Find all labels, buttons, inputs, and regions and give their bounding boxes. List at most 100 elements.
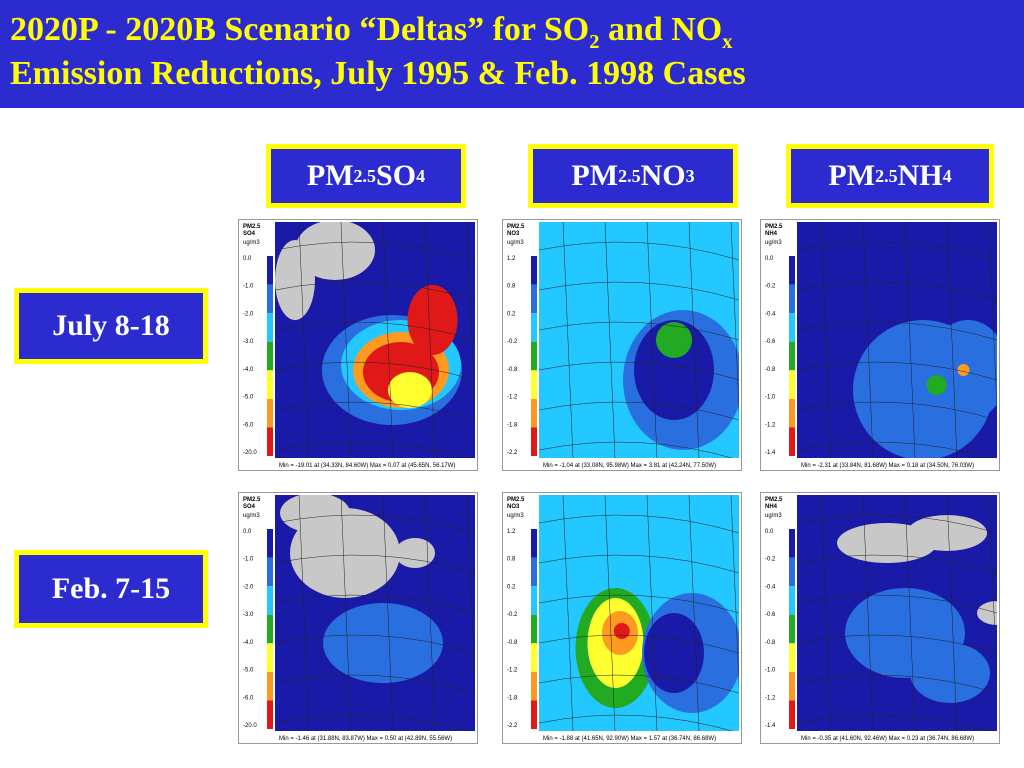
map-boundary-line (797, 281, 997, 301)
map-boundary-line (797, 674, 997, 694)
map-boundary-line (539, 514, 739, 534)
legend-color-swatch (789, 614, 795, 644)
legend-tick-label: -0.4 (765, 311, 776, 317)
map-boundary-line (539, 441, 733, 458)
legend-tick-label: -1.2 (507, 668, 518, 674)
legend-color-swatch (267, 557, 273, 587)
map-boundary-line (275, 441, 469, 458)
map-boundary-line (820, 495, 832, 731)
legend-color-swatch (267, 586, 273, 615)
map-boundary-line (688, 222, 700, 458)
legend-color-swatch (789, 398, 795, 428)
map-boundary-line (424, 495, 436, 731)
legend-tick-label: 0.0 (765, 529, 774, 535)
legend-tick-label: -1.8 (507, 695, 518, 701)
map-boundary-line (539, 594, 739, 614)
legend-species-label: PM2.5 (765, 224, 783, 230)
no-data-region (295, 222, 375, 280)
map-july-nh4: PM2.5 NH4 ug/m3 0.0 -0.2 -0.4 -0.6 -0.8 -1.0 -1.2… (760, 219, 1000, 471)
map-min-max-footer: Min = -19.01 at (34.33N, 84.60W) Max = 0… (279, 463, 455, 469)
no-data-region (280, 495, 350, 533)
map-boundary-line (275, 514, 475, 534)
map-boundary-line (298, 222, 310, 458)
legend-tick-label: -0.6 (765, 339, 776, 345)
legend-tick-label: -0.8 (507, 367, 518, 373)
map-boundary-line (862, 495, 874, 731)
legend-tick-label: -1.2 (765, 422, 776, 428)
legend-color-swatch (267, 370, 273, 399)
concentration-region (613, 623, 630, 639)
legend-tick-label: -2.2 (507, 723, 518, 729)
map-boundary-line (539, 634, 739, 654)
legend-tick-label: 0.0 (765, 256, 774, 262)
map-boundary-line (562, 495, 574, 731)
legend-unit-label: ug/m3 (765, 513, 782, 519)
legend-color-swatch (267, 700, 273, 729)
map-boundary-line (604, 495, 616, 731)
legend-tick-label: -0.4 (765, 584, 776, 590)
map-boundary-line (797, 714, 991, 731)
concentration-region (644, 613, 704, 693)
no-data-region (395, 538, 435, 568)
concentration-region (656, 322, 692, 358)
legend-color-swatch (789, 529, 795, 558)
map-boundary-line (298, 495, 310, 731)
legend-tick-label: -5.0 (243, 668, 254, 674)
legend-species-label: NH4 (765, 231, 778, 237)
column-header-pm25-nh4: PM 2.5 NH 4 (786, 144, 994, 208)
legend-species-label: PM2.5 (765, 497, 783, 503)
map-boundary-line (946, 495, 958, 731)
map-boundary-line (988, 495, 997, 690)
map-july-no3: PM2.5 NO3 ug/m3 1.2 0.8 0.2 -0.2 -0.8 -1.2 -1.8 -2… (502, 219, 742, 471)
no-data-region (907, 515, 987, 551)
legend-color-swatch (267, 427, 273, 456)
legend-color-swatch (531, 313, 537, 342)
legend-tick-label: -3.0 (243, 339, 254, 345)
map-boundary-line (539, 714, 733, 731)
legend-species-label: NO3 (507, 504, 520, 510)
map-boundary-line (604, 222, 616, 458)
legend-color-swatch (267, 313, 273, 342)
legend-color-swatch (267, 398, 273, 428)
concentration-region (388, 372, 432, 408)
legend-color-swatch (789, 557, 795, 587)
legend-color-swatch (789, 313, 795, 342)
map-boundary-line (340, 495, 352, 731)
legend-color-swatch (267, 341, 273, 371)
legend-tick-label: -0.6 (765, 612, 776, 618)
map-boundary-line (797, 514, 997, 534)
legend-color-swatch (789, 586, 795, 615)
legend-tick-label: -1.8 (507, 422, 518, 428)
legend-tick-label: -2.0 (243, 311, 254, 317)
map-boundary-line (275, 241, 475, 261)
map-boundary-line (730, 495, 739, 690)
no-data-region (977, 601, 997, 625)
legend-color-swatch (531, 614, 537, 644)
legend-color-swatch (789, 643, 795, 672)
legend-tick-label: 1.2 (507, 256, 516, 262)
legend-tick-label: 0.2 (507, 311, 516, 317)
map-boundary-line (382, 222, 394, 458)
legend-tick-label: -1.2 (765, 695, 776, 701)
map-boundary-line (340, 222, 352, 458)
map-boundary-line (862, 222, 874, 458)
map-boundary-line (797, 241, 997, 261)
legend-tick-label: -4.0 (243, 640, 254, 646)
legend-tick-label: -2.2 (507, 450, 518, 456)
legend-tick-label: -3.0 (243, 612, 254, 618)
legend-color-swatch (531, 557, 537, 587)
concentration-region (407, 285, 458, 355)
legend-color-swatch (531, 398, 537, 428)
map-boundary-line (688, 495, 700, 731)
map-boundary-line (797, 401, 997, 421)
map-boundary-line (904, 495, 916, 731)
concentration-region (910, 643, 990, 703)
legend-color-swatch (531, 256, 537, 285)
legend-tick-label: 1.2 (507, 529, 516, 535)
legend-tick-label: -6.0 (243, 422, 254, 428)
column-header-pm25-so4: PM 2.5 SO 4 (266, 144, 466, 208)
legend-unit-label: ug/m3 (765, 240, 782, 246)
map-boundary-line (275, 714, 469, 731)
